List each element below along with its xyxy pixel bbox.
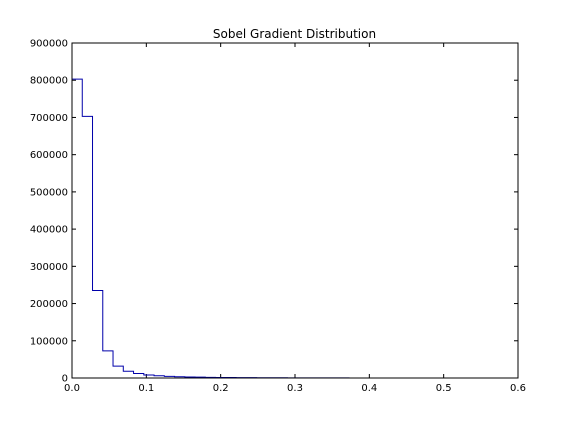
y-tick-label: 300000 — [30, 262, 68, 273]
x-tick-label: 0.0 — [64, 383, 80, 394]
y-tick-label: 900000 — [30, 39, 68, 50]
x-tick-label: 0.5 — [436, 383, 452, 394]
x-axis: 0.0 0.1 0.2 0.3 0.4 0.5 0.6 — [64, 43, 526, 394]
y-tick-label: 400000 — [30, 225, 68, 236]
y-tick-label: 800000 — [30, 76, 68, 87]
x-tick-label: 0.2 — [213, 383, 229, 394]
y-tick-label: 0 — [62, 374, 68, 385]
y-axis: 0 100000 200000 300000 400000 500000 600000 700… — [30, 39, 518, 385]
x-tick-label: 0.4 — [361, 383, 377, 394]
y-tick-label: 200000 — [30, 299, 68, 310]
plot-frame — [71, 42, 519, 379]
histogram-line — [71, 78, 483, 379]
chart-title: Sobel Gradient Distribution — [213, 27, 376, 41]
y-tick-label: 700000 — [30, 113, 68, 124]
x-tick-label: 0.6 — [510, 383, 526, 394]
y-tick-label: 100000 — [30, 336, 68, 347]
y-tick-label: 500000 — [30, 187, 68, 198]
x-tick-label: 0.1 — [138, 383, 154, 394]
x-tick-label: 0.3 — [287, 383, 303, 394]
y-tick-label: 600000 — [30, 150, 68, 161]
